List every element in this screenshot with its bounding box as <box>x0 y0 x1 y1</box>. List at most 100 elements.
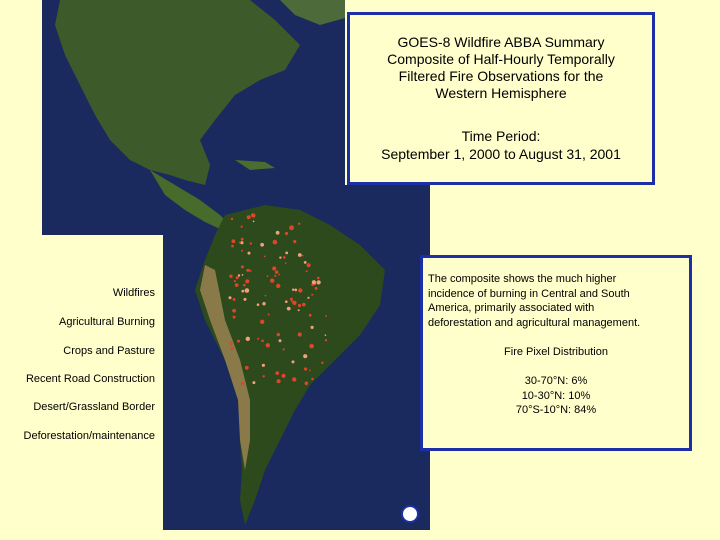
fire-speck <box>229 274 233 278</box>
distribution-item: 70°S-10°N: 84% <box>515 404 597 416</box>
fire-speck <box>311 280 316 285</box>
fire-speck <box>266 275 269 277</box>
fire-speck <box>243 297 247 301</box>
fire-speck <box>267 313 270 316</box>
fire-speck <box>311 377 314 381</box>
fire-speck <box>275 371 280 375</box>
fire-speck <box>256 303 260 307</box>
legend-item: Wildfires <box>112 287 155 299</box>
fire-speck <box>317 276 320 280</box>
fire-speck <box>241 249 244 252</box>
fire-speck <box>276 379 281 384</box>
fire-speck <box>276 283 281 289</box>
fire-speck <box>260 242 264 247</box>
fire-speck <box>261 339 264 343</box>
fire-speck <box>246 215 251 220</box>
fire-speck <box>282 348 285 351</box>
fire-specks <box>228 213 328 386</box>
fire-speck <box>245 279 250 284</box>
fire-speck <box>304 381 309 386</box>
fire-speck <box>309 369 311 372</box>
fire-speck <box>252 220 255 223</box>
fire-speck <box>230 217 234 221</box>
fire-speck <box>251 213 256 218</box>
fire-speck <box>283 256 286 259</box>
fire-speck <box>278 273 281 276</box>
central-america <box>150 170 230 230</box>
fire-speck <box>238 241 241 244</box>
fire-speck <box>285 300 288 304</box>
fire-speck <box>244 365 249 370</box>
fire-speck <box>237 339 240 343</box>
fire-speck <box>243 283 246 287</box>
fire-speck <box>289 297 293 301</box>
fire-speck <box>257 337 260 340</box>
fire-speck <box>293 240 297 244</box>
fire-speck <box>240 265 244 269</box>
fire-speck <box>249 242 252 245</box>
andes <box>200 265 250 470</box>
legend-item: Crops and Pasture <box>63 345 155 357</box>
fire-speck <box>286 306 291 311</box>
fire-speck <box>298 222 301 225</box>
fire-speck <box>260 319 265 324</box>
title-box: GOES-8 Wildfire ABBA Summary Composite o… <box>347 12 655 185</box>
description-line: incidence of burning in Central and Sout… <box>428 287 630 300</box>
fire-speck <box>306 263 311 268</box>
fire-speck <box>275 230 280 235</box>
fire-speck <box>252 381 256 385</box>
title-line: Filtered Fire Observations for the <box>398 68 604 84</box>
fire-speck <box>230 347 234 351</box>
fire-speck <box>270 278 275 283</box>
greenland <box>280 0 345 25</box>
fire-speck <box>244 288 250 293</box>
fire-speck <box>314 286 318 290</box>
fire-speck <box>229 342 233 346</box>
fire-speck <box>237 274 241 277</box>
fire-speck <box>240 225 243 228</box>
fire-speck <box>311 293 314 296</box>
fire-speck <box>297 332 302 337</box>
fire-speck <box>304 367 308 371</box>
fire-speck <box>303 354 308 359</box>
fire-speck <box>307 296 310 299</box>
fire-speck <box>262 302 266 306</box>
fire-speck <box>302 302 306 307</box>
fire-speck <box>321 361 324 364</box>
distribution-title: Fire Pixel Distribution <box>504 346 608 358</box>
fire-speck <box>297 253 302 257</box>
distribution-item: 10-30°N: 10% <box>521 389 591 402</box>
info-box: The composite shows the much higher inci… <box>420 255 692 451</box>
fire-speck <box>278 339 282 343</box>
fire-speck <box>291 288 295 291</box>
fire-speck <box>289 225 294 231</box>
fire-speck <box>316 280 321 285</box>
fire-speck <box>325 315 327 317</box>
description-line: deforestation and agricultural managemen… <box>428 316 641 329</box>
fire-speck <box>305 270 308 273</box>
fire-speck <box>297 303 302 308</box>
logo <box>401 505 419 523</box>
fire-speck <box>235 276 239 280</box>
fire-speck <box>241 289 245 293</box>
fire-speck <box>263 255 266 258</box>
fire-speck <box>324 334 327 337</box>
north-america <box>55 0 300 185</box>
fire-speck <box>246 268 250 272</box>
fire-speck <box>285 251 289 255</box>
fire-speck <box>233 280 236 283</box>
description-line: America, primarily associated with <box>428 302 595 314</box>
fire-speck <box>284 231 289 236</box>
fire-speck <box>240 241 244 245</box>
distribution-item: 30-70°N: 6% <box>524 375 588 387</box>
fire-speck <box>284 262 287 265</box>
fire-speck <box>301 254 304 257</box>
fire-speck <box>249 269 252 272</box>
fire-speck <box>245 336 250 341</box>
fire-speck <box>281 373 286 378</box>
fire-speck <box>241 381 244 385</box>
fire-speck <box>262 375 265 378</box>
description-line: The composite shows the much higher <box>428 273 617 285</box>
